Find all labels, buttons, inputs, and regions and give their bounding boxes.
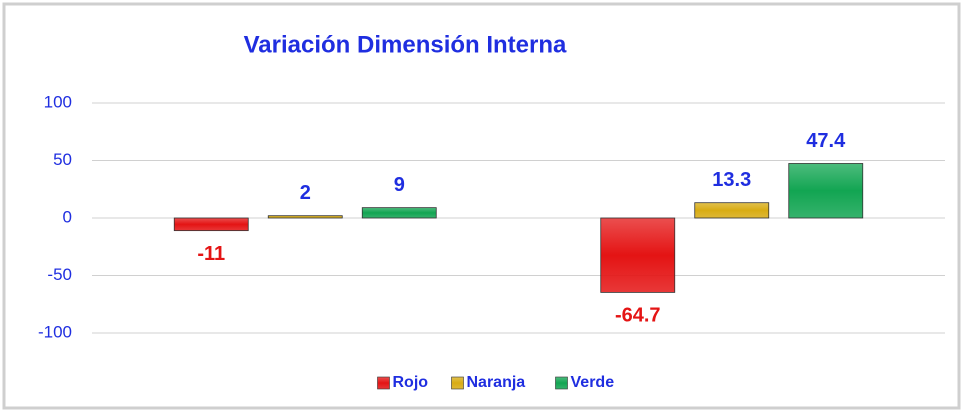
bar (173, 217, 249, 232)
bar (361, 207, 437, 219)
legend-label: Naranja (467, 374, 526, 391)
y-tick-label: -50 (47, 265, 72, 284)
data-label: -64.7 (615, 305, 661, 327)
y-tick-label: 0 (63, 207, 72, 226)
data-label: 9 (394, 174, 405, 196)
legend-label: Verde (571, 374, 615, 391)
data-label: -11 (197, 243, 225, 265)
bar (267, 215, 343, 219)
data-label: 47.4 (806, 130, 846, 152)
bar (694, 202, 770, 219)
y-tick-label: 100 (44, 92, 72, 111)
legend: Rojo Naranja Verde (377, 374, 615, 391)
data-label: 13.3 (712, 169, 751, 191)
bar (600, 217, 676, 293)
chart-title: Variación Dimensión Interna (244, 31, 567, 58)
legend-swatch (377, 376, 390, 390)
data-label: 2 (300, 182, 311, 204)
bars: -11 2 9 -64.7 13.3 47.4 (173, 130, 864, 327)
legend-swatch (451, 376, 464, 390)
y-tick-label: -100 (38, 322, 72, 341)
y-tick-label: 50 (53, 150, 72, 169)
legend-swatch (555, 376, 568, 390)
bar (788, 163, 864, 219)
legend-label: Rojo (393, 374, 429, 391)
